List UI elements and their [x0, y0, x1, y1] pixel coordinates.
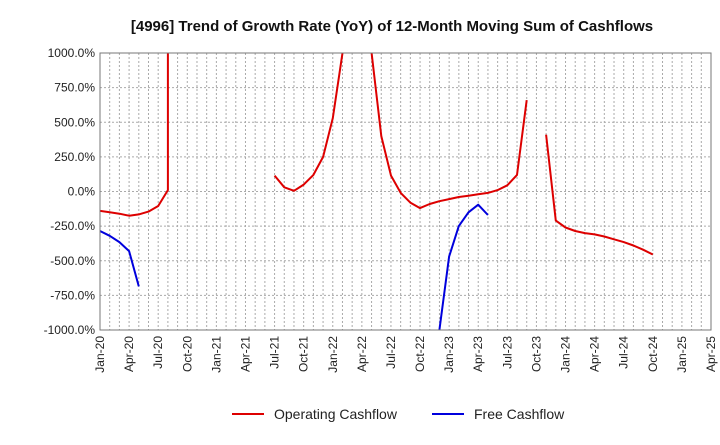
- x-tick-label: Apr-20: [122, 336, 136, 372]
- x-tick-label: Apr-24: [588, 336, 602, 372]
- y-tick-label: 1000.0%: [48, 46, 96, 60]
- y-tick-label: 0.0%: [68, 185, 96, 199]
- y-tick-label: -500.0%: [50, 254, 95, 268]
- y-tick-label: -750.0%: [50, 288, 95, 302]
- legend-label: Free Cashflow: [474, 406, 565, 422]
- series-line: [100, 53, 654, 256]
- x-tick-label: Apr-25: [704, 336, 718, 372]
- y-tick-label: 500.0%: [54, 115, 95, 129]
- x-tick-label: Jan-23: [442, 336, 456, 373]
- series-free-cashflow: [100, 203, 489, 330]
- x-tick-label: Jul-22: [384, 336, 398, 369]
- y-tick-labels: 1000.0% 750.0% 500.0% 250.0% 0.0% -250.0% -500…: [44, 46, 96, 337]
- x-tick-label: Jan-25: [675, 336, 689, 373]
- x-tick-label: Jul-20: [151, 336, 165, 369]
- x-tick-label: Apr-23: [471, 336, 485, 372]
- y-tick-label: -1000.0%: [44, 323, 96, 337]
- x-tick-label: Jan-24: [559, 336, 573, 373]
- x-tick-label: Oct-21: [297, 336, 311, 372]
- x-tick-label: Jan-21: [209, 336, 223, 373]
- x-tick-label: Jan-20: [93, 336, 107, 373]
- x-tick-label: Jul-21: [268, 336, 282, 369]
- series-line: [100, 203, 489, 330]
- y-tick-label: 750.0%: [54, 81, 95, 95]
- x-tick-label: Jul-23: [500, 336, 514, 369]
- grid-layer: [99, 52, 712, 331]
- x-tick-label: Oct-22: [413, 336, 427, 372]
- x-tick-labels: Jan-20 Apr-20 Jul-20 Oct-20 Jan-21 Apr-21 Jul-…: [93, 336, 718, 373]
- y-tick-label: -250.0%: [50, 219, 95, 233]
- plot-frame: [99, 52, 712, 331]
- x-tick-label: Apr-21: [238, 336, 252, 372]
- series-layer: [100, 53, 654, 330]
- x-tick-label: Oct-23: [529, 336, 543, 372]
- x-tick-label: Jan-22: [326, 336, 340, 373]
- x-tick-label: Oct-20: [180, 336, 194, 372]
- series-operating-cashflow: [100, 53, 654, 256]
- legend: Operating Cashflow Free Cashflow: [232, 406, 565, 422]
- y-tick-label: 250.0%: [54, 150, 95, 164]
- chart-title: [4996] Trend of Growth Rate (YoY) of 12-…: [131, 18, 653, 35]
- x-tick-label: Oct-24: [646, 336, 660, 372]
- x-tick-label: Jul-24: [617, 336, 631, 369]
- legend-label: Operating Cashflow: [274, 406, 398, 422]
- x-tick-label: Apr-22: [355, 336, 369, 372]
